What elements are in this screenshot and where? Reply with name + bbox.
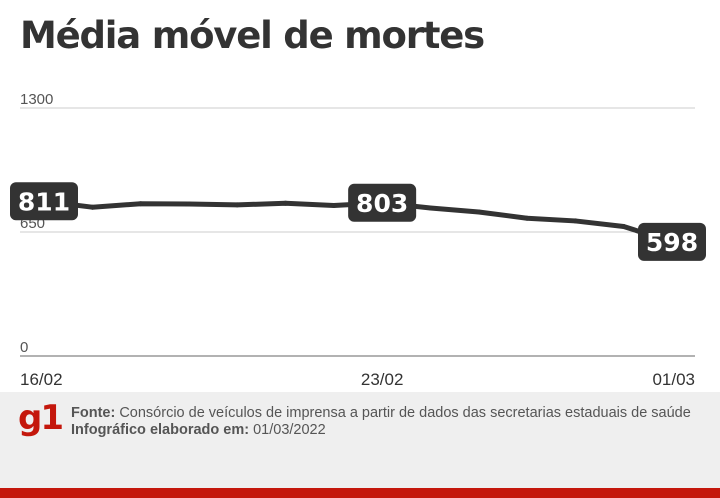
source-text: Consórcio de veículos de imprensa a part… [119, 405, 691, 421]
data-label-box [10, 182, 78, 221]
date-text: 01/03/2022 [253, 422, 326, 438]
data-point [331, 202, 337, 208]
y-tick-label: 0 [20, 339, 28, 356]
y-tick-label: 1300 [20, 91, 53, 108]
data-point [89, 204, 95, 210]
data-label: 598 [646, 228, 698, 257]
x-tick-label: 16/02 [20, 370, 63, 389]
g1-logo: g1 [18, 398, 64, 438]
data-point [621, 223, 627, 229]
x-tick-label: 23/02 [361, 370, 404, 389]
footer: g1 Fonte: Consórcio de veículos de impre… [0, 392, 720, 498]
data-point [427, 205, 433, 211]
data-point [572, 218, 578, 224]
chart-title: Média móvel de mortes [20, 14, 485, 57]
data-point [234, 202, 240, 208]
data-label: 811 [18, 187, 70, 216]
source-note: Fonte: Consórcio de veículos de imprensa… [71, 405, 691, 439]
data-label: 803 [356, 189, 408, 218]
data-point [476, 209, 482, 215]
data-point [524, 215, 530, 221]
data-point [283, 200, 289, 206]
data-point [186, 201, 192, 207]
x-tick-label: 01/03 [652, 370, 695, 389]
data-label-box [638, 222, 706, 261]
footer-red-bar [0, 488, 720, 498]
source-label: Fonte: [71, 405, 116, 421]
data-label-box [348, 183, 417, 222]
data-point [138, 201, 144, 207]
date-label: Infográfico elaborado em: [71, 422, 250, 438]
